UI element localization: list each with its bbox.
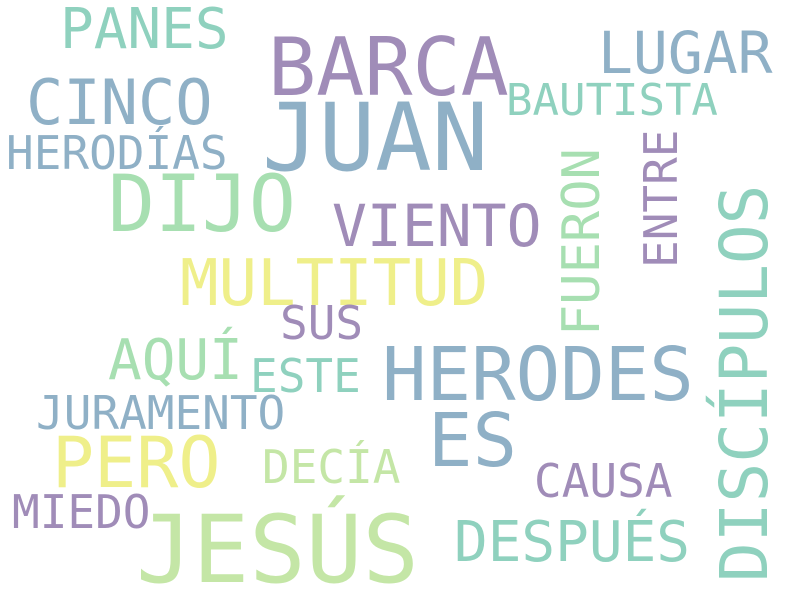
word-herodes: HERODES: [382, 332, 694, 418]
word-bautista: BAUTISTA: [506, 75, 718, 126]
word-panes: PANES: [60, 0, 229, 62]
word-jesus: JESÚS: [136, 496, 419, 600]
word-fueron: FUERON: [552, 148, 612, 336]
word-herodias: HERODÍAS: [6, 126, 228, 180]
word-pero: PERO: [52, 422, 221, 504]
word-juramento: JURAMENTO: [36, 386, 286, 440]
word-decia: DECÍA: [262, 440, 401, 494]
word-cinco: CINCO: [26, 66, 213, 139]
word-multitud: MULTITUD: [180, 247, 489, 321]
word-miedo: MIEDO: [12, 485, 151, 539]
word-juan: JUAN: [262, 84, 489, 193]
word-viento: VIENTO: [332, 192, 542, 260]
word-barca: BARCA: [268, 21, 509, 114]
word-dijo: DIJO: [108, 160, 296, 250]
word-es: ES: [428, 398, 518, 484]
word-este: ESTE: [250, 349, 361, 403]
word-discipulos: DISCÍPULOS: [706, 184, 783, 582]
word-despues: DESPUÉS: [454, 510, 691, 575]
word-entre: ENTRE: [634, 129, 688, 268]
word-causa: CAUSA: [534, 454, 673, 508]
word-aqui: AQUÍ: [108, 328, 243, 393]
word-sus: SUS: [280, 296, 364, 350]
word-lugar: LUGAR: [598, 19, 773, 87]
